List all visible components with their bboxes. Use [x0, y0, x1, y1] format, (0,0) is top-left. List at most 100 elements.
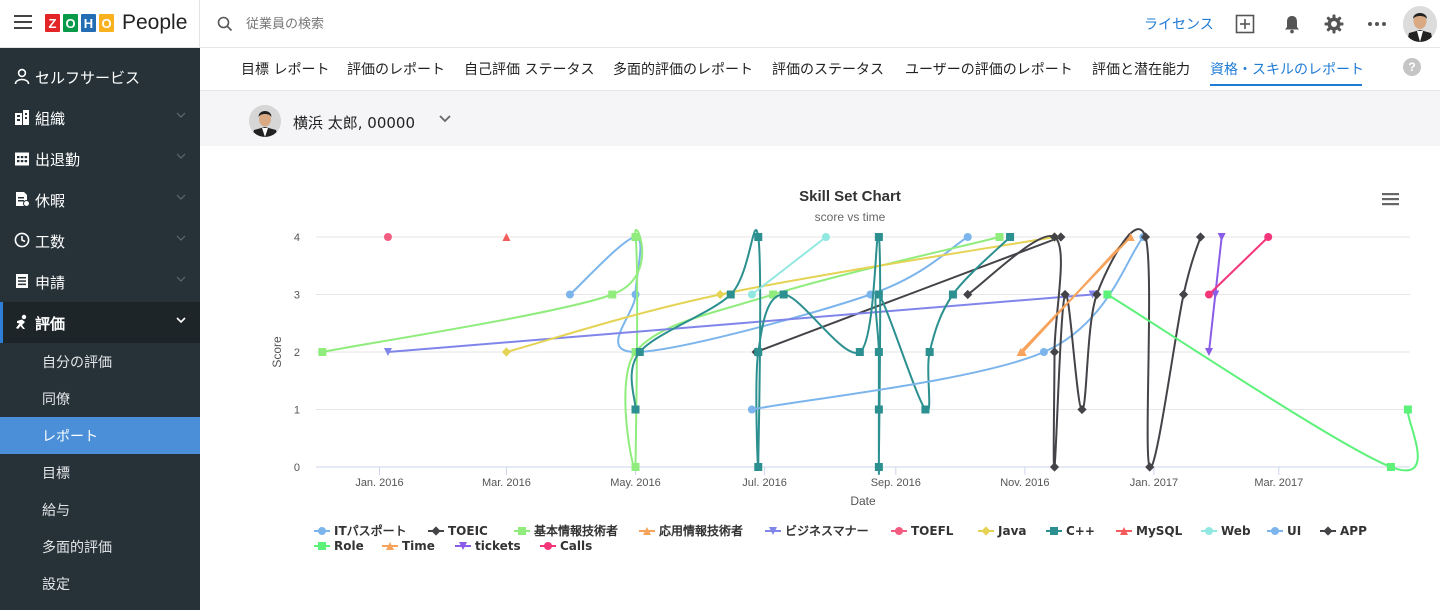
series-line[interactable] — [967, 228, 1202, 469]
report-tab[interactable]: 評価と潜在能力 — [1092, 62, 1190, 78]
license-link[interactable]: ライセンス — [1144, 17, 1214, 33]
data-point[interactable] — [502, 233, 511, 241]
employee-name[interactable]: 横浜 太郎, 00000 — [293, 114, 416, 132]
data-point[interactable] — [948, 290, 957, 299]
report-tab[interactable]: ユーザーの評価のレポート — [905, 62, 1073, 78]
legend-item[interactable]: ビジネスマナー — [765, 523, 869, 538]
data-point[interactable] — [1049, 347, 1060, 357]
sidebar-subitem[interactable]: 目標 — [0, 454, 200, 491]
data-point[interactable] — [1049, 232, 1060, 242]
data-point[interactable] — [754, 463, 763, 471]
data-point[interactable] — [874, 405, 883, 414]
legend-item[interactable]: TOEFL — [891, 524, 954, 538]
sidebar-item[interactable]: 組織 — [0, 97, 200, 138]
series[interactable] — [630, 228, 1015, 476]
sidebar-item[interactable]: セルフサービス — [0, 56, 200, 97]
chevron-down-icon[interactable] — [438, 114, 452, 124]
sidebar-subitem[interactable]: 同僚 — [0, 380, 200, 417]
legend-item[interactable]: Calls — [540, 539, 592, 553]
gear-icon[interactable] — [1323, 13, 1345, 35]
employee-search-input[interactable] — [246, 12, 646, 36]
data-point[interactable] — [747, 405, 756, 414]
data-point[interactable] — [1403, 405, 1412, 414]
legend-item[interactable]: Role — [314, 539, 364, 553]
data-point[interactable] — [631, 463, 640, 471]
data-point[interactable] — [1264, 233, 1273, 241]
report-tab[interactable]: 資格・スキルのレポート — [1210, 62, 1364, 78]
hamburger-menu-icon[interactable] — [1382, 193, 1399, 206]
data-point[interactable] — [1178, 289, 1189, 300]
series-line[interactable] — [506, 236, 1055, 353]
data-point[interactable] — [995, 233, 1004, 241]
more-icon[interactable] — [1366, 13, 1388, 35]
series-line[interactable] — [387, 293, 1093, 353]
data-point[interactable] — [874, 290, 883, 299]
data-point[interactable] — [1217, 233, 1226, 241]
data-point[interactable] — [874, 348, 883, 356]
sidebar-subitem[interactable]: 自分の評価 — [0, 343, 200, 380]
data-point[interactable] — [631, 348, 640, 356]
legend-item[interactable]: MySQL — [1116, 524, 1183, 538]
data-point[interactable] — [1211, 290, 1220, 299]
sidebar-subitem[interactable]: レポート — [0, 417, 200, 454]
legend-item[interactable]: Java — [978, 524, 1026, 538]
data-point[interactable] — [1060, 289, 1070, 300]
data-point[interactable] — [726, 290, 735, 299]
legend-item[interactable]: tickets — [455, 539, 521, 553]
series[interactable] — [1103, 290, 1419, 472]
bell-icon[interactable] — [1281, 13, 1303, 35]
data-point[interactable] — [821, 233, 830, 241]
legend-item[interactable]: ITパスポート — [314, 523, 407, 538]
legend-item[interactable]: TOEIC — [428, 524, 488, 538]
data-point[interactable] — [747, 290, 756, 299]
data-point[interactable] — [383, 348, 392, 356]
data-point[interactable] — [715, 289, 725, 300]
zoho-people-logo[interactable]: Z O H O People — [44, 11, 187, 35]
series-line[interactable] — [755, 236, 1062, 353]
series[interactable] — [747, 233, 830, 299]
report-tab[interactable]: 目標 レポート — [241, 62, 330, 78]
series[interactable] — [1204, 233, 1273, 299]
sidebar-subitem[interactable]: 設定 — [0, 565, 200, 602]
series-line[interactable] — [751, 236, 1145, 411]
data-point[interactable] — [631, 405, 640, 414]
hamburger-menu-icon[interactable] — [14, 15, 32, 29]
data-point[interactable] — [608, 290, 617, 299]
report-tab[interactable]: 評価のレポート — [347, 62, 445, 78]
series-line[interactable] — [1208, 236, 1269, 296]
data-point[interactable] — [963, 233, 972, 241]
sidebar-subitem[interactable]: 多面的評価 — [0, 528, 200, 565]
series-line[interactable] — [751, 236, 827, 296]
legend-item[interactable]: 基本情報技術者 — [514, 523, 618, 538]
data-point[interactable] — [1204, 290, 1213, 299]
data-point[interactable] — [874, 463, 883, 471]
sidebar-item[interactable]: 休暇 — [0, 179, 200, 220]
report-tab[interactable]: 多面的評価のレポート — [613, 62, 753, 78]
report-tab[interactable]: 自己評価 ステータス — [464, 62, 595, 78]
data-point[interactable] — [383, 233, 392, 241]
sidebar-item[interactable]: 工数 — [0, 220, 200, 261]
data-point[interactable] — [925, 348, 934, 356]
data-point[interactable] — [631, 233, 640, 241]
data-point[interactable] — [1006, 233, 1015, 241]
add-icon[interactable] — [1234, 13, 1256, 35]
sidebar-item[interactable]: 評価 — [0, 302, 200, 343]
data-point[interactable] — [635, 348, 644, 356]
data-point[interactable] — [1140, 232, 1151, 242]
data-point[interactable] — [1126, 233, 1135, 241]
data-point[interactable] — [318, 348, 327, 356]
report-tab[interactable]: 評価のステータス — [772, 62, 884, 78]
sidebar-item[interactable]: 申請 — [0, 261, 200, 302]
data-point[interactable] — [754, 348, 763, 356]
data-point[interactable] — [1077, 404, 1087, 415]
user-avatar[interactable] — [1403, 6, 1437, 42]
data-point[interactable] — [754, 233, 763, 241]
series[interactable] — [963, 228, 1206, 472]
series[interactable] — [502, 233, 511, 241]
series[interactable] — [383, 233, 392, 241]
series-line[interactable] — [1106, 293, 1419, 472]
data-point[interactable] — [874, 233, 883, 241]
data-point[interactable] — [631, 290, 640, 299]
data-point[interactable] — [963, 289, 973, 300]
data-point[interactable] — [779, 290, 788, 299]
